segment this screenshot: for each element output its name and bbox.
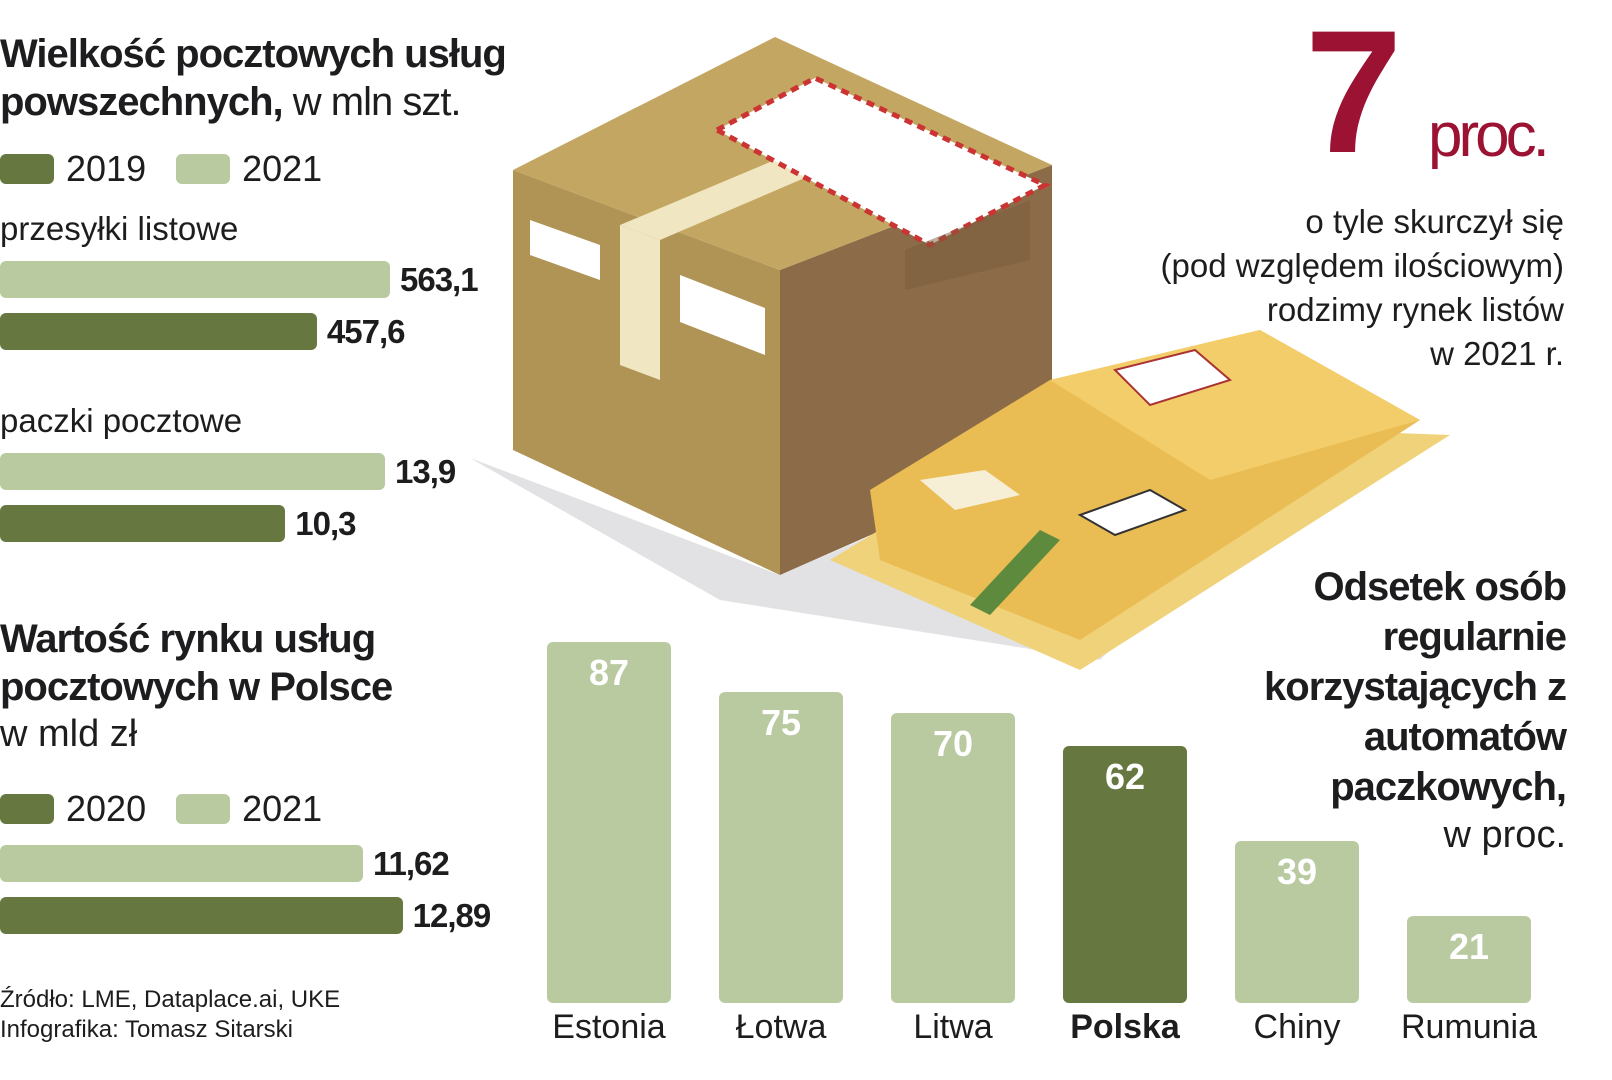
legend-swatch-2020 [0, 794, 54, 824]
highlight-text: o tyle skurczył się (pod względem ilości… [1161, 200, 1564, 376]
bar-rumunia: 21 [1407, 915, 1531, 1003]
category-label: Łotwa [735, 1008, 827, 1046]
legend-label: 2021 [242, 788, 323, 829]
market-2021-value: 11,62 [373, 845, 450, 882]
volume-legend: 2019 2021 [0, 148, 352, 190]
bar-litwa: 70 [891, 712, 1015, 1003]
credit-text: Infografika: Tomasz Sitarski [0, 1016, 294, 1043]
volume-2019-bar [0, 505, 286, 542]
category-label: Estonia [552, 1008, 666, 1046]
bar-estonia: 87 [547, 641, 671, 1003]
highlight-number: 7 [1305, 0, 1402, 190]
parcels-illustration [470, 37, 1450, 670]
volume-2019-value: 457,6 [326, 313, 406, 350]
volume-2021-bar [0, 453, 385, 490]
category-label: Rumunia [1400, 1008, 1538, 1046]
bar-value-label: 62 [1104, 755, 1146, 797]
category-label: Polska [1070, 1008, 1180, 1046]
footer: Źródło: LME, Dataplace.ai, UKE Infografi… [0, 985, 340, 1045]
highlight-line: (pod względem ilościowym) [1160, 247, 1564, 284]
volume-2021-bar [0, 261, 390, 298]
bar-chiny: 39 [1235, 841, 1359, 1003]
source-text: Źródło: LME, Dataplace.ai, UKE [0, 986, 341, 1013]
vchart-unit: w proc. [1443, 814, 1566, 856]
bar-value-label: 70 [932, 722, 974, 764]
legend-label: 2019 [66, 148, 147, 189]
bar-value-label: 75 [760, 701, 802, 743]
bar-value-label: 21 [1448, 925, 1490, 967]
legend-label: 2020 [66, 788, 147, 829]
volume-title-bold: Wielkość pocztowych usług powszechnych, [0, 32, 507, 124]
bar-polska: 62 [1063, 745, 1187, 1003]
volume-title: Wielkość pocztowych usług powszechnych, … [0, 30, 620, 126]
bar-łotwa: 75 [719, 691, 843, 1003]
market-legend: 2020 2021 [0, 788, 352, 830]
market-title-unit: w mld zł [0, 713, 138, 755]
vchart-heading: Odsetek osób regularnie korzystających z… [1166, 562, 1567, 858]
market-2020-bar [0, 897, 403, 934]
category-parcels: paczki pocztowe [0, 402, 243, 439]
legend-label: 2021 [242, 148, 323, 189]
highlight-line: rodzimy rynek listów [1266, 291, 1564, 328]
category-label: Litwa [913, 1008, 993, 1046]
highlight-line: w 2021 r. [1430, 335, 1564, 372]
volume-2021-value: 13,9 [395, 453, 456, 490]
highlight-line: o tyle skurczył się [1305, 203, 1564, 240]
bar-value-label: 39 [1276, 851, 1318, 893]
volume-title-unit: w mln szt. [292, 80, 462, 124]
volume-2019-bar [0, 313, 317, 350]
volume-2021-value: 563,1 [400, 261, 479, 298]
legend-swatch-2021 [176, 154, 231, 184]
vchart-title: Odsetek osób regularnie korzystających z… [1264, 565, 1567, 809]
highlight-unit: proc. [1428, 101, 1550, 170]
legend-swatch-2021 [176, 794, 231, 824]
market-2020-value: 12,89 [412, 897, 492, 934]
category-letters: przesyłki listowe [0, 210, 239, 247]
legend-swatch-2019 [0, 154, 54, 184]
market-title: Wartość rynku usług pocztowych w Polsce [0, 617, 393, 709]
category-label: Chiny [1253, 1008, 1341, 1046]
bar-value-label: 87 [588, 651, 630, 693]
market-heading: Wartość rynku usług pocztowych w Polsce … [0, 615, 480, 757]
market-2021-bar [0, 845, 363, 882]
volume-2019-value: 10,3 [295, 505, 356, 542]
